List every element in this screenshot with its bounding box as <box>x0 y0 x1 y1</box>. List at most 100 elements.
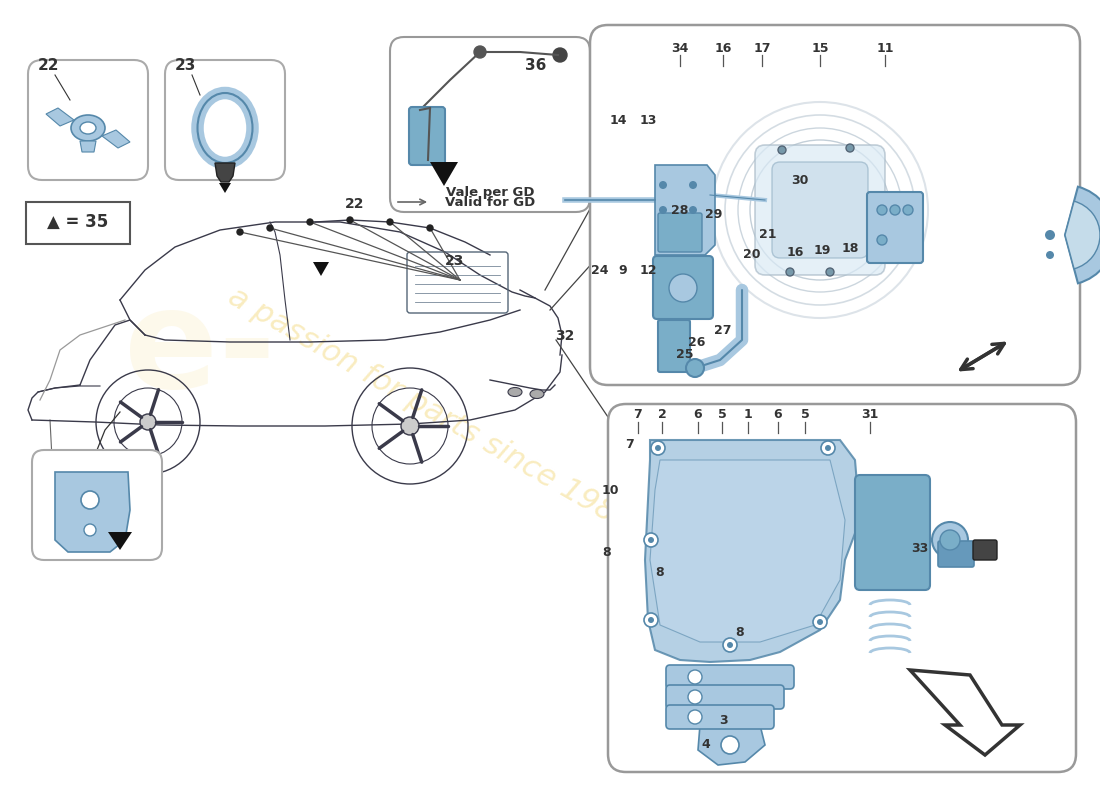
FancyBboxPatch shape <box>409 107 446 165</box>
Circle shape <box>648 617 654 623</box>
Circle shape <box>1046 251 1054 259</box>
Text: 15: 15 <box>812 42 828 54</box>
FancyBboxPatch shape <box>974 540 997 560</box>
Text: 27: 27 <box>714 323 732 337</box>
Text: 36: 36 <box>525 58 547 73</box>
Text: 24: 24 <box>592 263 608 277</box>
FancyBboxPatch shape <box>867 192 923 263</box>
FancyBboxPatch shape <box>26 202 130 244</box>
Polygon shape <box>910 670 1020 755</box>
Circle shape <box>654 445 661 451</box>
Circle shape <box>644 613 658 627</box>
Text: 25: 25 <box>676 349 694 362</box>
Text: 8: 8 <box>736 626 745 638</box>
FancyBboxPatch shape <box>28 60 148 180</box>
Circle shape <box>669 274 697 302</box>
Circle shape <box>877 235 887 245</box>
Text: 33: 33 <box>912 542 928 554</box>
FancyBboxPatch shape <box>666 685 784 709</box>
FancyBboxPatch shape <box>165 60 285 180</box>
Ellipse shape <box>206 102 244 154</box>
Circle shape <box>786 268 794 276</box>
Circle shape <box>932 522 968 558</box>
FancyBboxPatch shape <box>608 404 1076 772</box>
Text: 1: 1 <box>744 409 752 422</box>
Circle shape <box>387 219 393 225</box>
Circle shape <box>890 205 900 215</box>
Text: 23: 23 <box>175 58 197 73</box>
Text: 22: 22 <box>39 58 59 73</box>
Ellipse shape <box>508 387 522 397</box>
Text: 19: 19 <box>813 243 830 257</box>
FancyBboxPatch shape <box>590 25 1080 385</box>
Polygon shape <box>430 162 458 186</box>
Circle shape <box>720 736 739 754</box>
Text: 28: 28 <box>671 203 689 217</box>
Text: 34: 34 <box>671 42 689 54</box>
Circle shape <box>644 533 658 547</box>
Circle shape <box>686 359 704 377</box>
Circle shape <box>651 441 666 455</box>
Text: e-: e- <box>124 282 276 418</box>
Text: 2: 2 <box>658 409 667 422</box>
FancyBboxPatch shape <box>653 256 713 319</box>
Text: 32: 32 <box>556 329 574 343</box>
Text: 5: 5 <box>717 409 726 422</box>
FancyBboxPatch shape <box>390 37 590 212</box>
Text: 16: 16 <box>714 42 732 54</box>
Circle shape <box>140 414 156 430</box>
Circle shape <box>84 524 96 536</box>
Ellipse shape <box>72 115 104 141</box>
Text: 14: 14 <box>609 114 627 126</box>
Circle shape <box>474 46 486 58</box>
FancyBboxPatch shape <box>32 450 162 560</box>
Circle shape <box>877 205 887 215</box>
FancyBboxPatch shape <box>938 541 974 567</box>
Ellipse shape <box>80 122 96 134</box>
Text: 20: 20 <box>744 249 761 262</box>
Text: 12: 12 <box>639 263 657 277</box>
Circle shape <box>821 441 835 455</box>
Circle shape <box>307 219 314 225</box>
Text: 31: 31 <box>861 409 879 422</box>
Text: 21: 21 <box>759 229 777 242</box>
Text: 9: 9 <box>618 263 627 277</box>
Text: 23: 23 <box>446 254 464 268</box>
Polygon shape <box>698 725 764 765</box>
Circle shape <box>940 530 960 550</box>
Polygon shape <box>80 141 96 152</box>
Circle shape <box>778 146 786 154</box>
Circle shape <box>813 615 827 629</box>
Polygon shape <box>314 262 329 276</box>
Circle shape <box>688 710 702 724</box>
Circle shape <box>659 181 667 189</box>
Text: 11: 11 <box>877 42 893 54</box>
Polygon shape <box>650 460 845 642</box>
Text: 5: 5 <box>801 409 810 422</box>
Text: 10: 10 <box>602 483 618 497</box>
Polygon shape <box>214 163 235 182</box>
Circle shape <box>236 229 243 235</box>
Circle shape <box>427 225 433 231</box>
Circle shape <box>817 619 823 625</box>
Text: 26: 26 <box>689 335 706 349</box>
Circle shape <box>659 206 667 214</box>
Ellipse shape <box>530 390 544 398</box>
Polygon shape <box>654 165 715 255</box>
Text: 30: 30 <box>791 174 808 186</box>
Circle shape <box>689 181 697 189</box>
Polygon shape <box>108 532 132 550</box>
FancyBboxPatch shape <box>666 665 794 689</box>
Text: 16: 16 <box>786 246 804 258</box>
Circle shape <box>825 445 830 451</box>
Text: 8: 8 <box>656 566 664 578</box>
Text: 29: 29 <box>705 209 723 222</box>
Circle shape <box>553 48 566 62</box>
Circle shape <box>346 217 353 223</box>
FancyBboxPatch shape <box>855 475 930 590</box>
Text: 6: 6 <box>694 409 702 422</box>
FancyBboxPatch shape <box>772 162 868 258</box>
Circle shape <box>81 491 99 509</box>
Text: a passion for parts since 1985: a passion for parts since 1985 <box>223 282 637 538</box>
FancyBboxPatch shape <box>658 320 690 372</box>
